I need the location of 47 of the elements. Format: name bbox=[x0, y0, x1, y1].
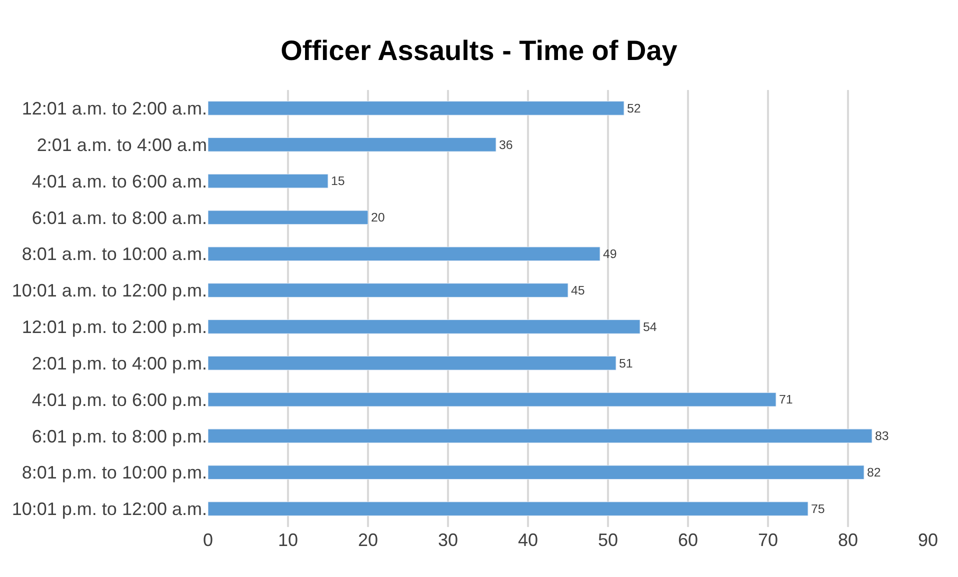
x-tick-label: 90 bbox=[918, 530, 938, 550]
x-tick-label: 0 bbox=[202, 530, 214, 550]
data-label: 54 bbox=[643, 320, 657, 334]
x-tick-label: 50 bbox=[598, 530, 618, 550]
data-label: 51 bbox=[619, 356, 633, 370]
x-tick-label: 40 bbox=[518, 530, 538, 550]
y-tick-label: 2:01 p.m. to 4:00 p.m. bbox=[32, 353, 207, 374]
data-label: 20 bbox=[371, 210, 385, 225]
bar bbox=[208, 356, 616, 370]
chart-title: Officer Assaults - Time of Day bbox=[280, 34, 678, 66]
y-tick-label: 4:01 p.m. to 6:00 p.m. bbox=[32, 390, 207, 410]
x-tick-label: 80 bbox=[838, 530, 858, 550]
data-label: 49 bbox=[603, 247, 617, 262]
bar bbox=[208, 174, 328, 188]
data-label: 83 bbox=[875, 429, 889, 444]
bar bbox=[208, 428, 872, 444]
x-tick-label: 60 bbox=[678, 530, 698, 550]
y-tick-label: 8:01 a.m. to 10:00 a.m. bbox=[22, 244, 207, 264]
x-tick-label: 30 bbox=[438, 530, 458, 550]
data-label: 82 bbox=[867, 466, 881, 480]
y-tick-label: 10:01 a.m. to 12:00 p.m. bbox=[12, 280, 207, 301]
bar bbox=[208, 137, 496, 152]
y-tick-label: 12:01 a.m. to 2:00 a.m. bbox=[22, 98, 207, 119]
y-tick-label: 6:01 p.m. to 8:00 p.m. bbox=[32, 426, 207, 446]
bar bbox=[208, 465, 864, 480]
x-tick-label: 20 bbox=[358, 530, 378, 550]
bar bbox=[208, 101, 624, 116]
data-label: 36 bbox=[499, 138, 513, 152]
x-tick-label: 10 bbox=[278, 530, 298, 550]
y-tick-label: 4:01 a.m. to 6:00 a.m. bbox=[32, 171, 207, 192]
data-label: 75 bbox=[811, 502, 825, 516]
bar bbox=[208, 246, 600, 262]
bar bbox=[208, 210, 368, 225]
bar bbox=[208, 502, 808, 516]
y-tick-label: 2:01 a.m. to 4:00 a.m bbox=[36, 134, 207, 155]
data-label: 71 bbox=[779, 392, 793, 407]
x-tick-label: 70 bbox=[758, 530, 778, 550]
data-label: 45 bbox=[571, 283, 585, 298]
bar bbox=[208, 283, 568, 298]
bar bbox=[208, 320, 640, 334]
y-tick-label: 6:01 a.m. to 8:00 a.m. bbox=[32, 208, 207, 228]
y-tick-label: 8:01 p.m. to 10:00 p.m. bbox=[22, 462, 207, 483]
data-label: 15 bbox=[331, 174, 345, 188]
data-label: 52 bbox=[627, 101, 641, 116]
y-tick-label: 12:01 p.m. to 2:00 p.m. bbox=[22, 317, 207, 338]
y-tick-label: 10:01 p.m. to 12:00 a.m. bbox=[12, 499, 207, 520]
bar bbox=[208, 392, 776, 407]
